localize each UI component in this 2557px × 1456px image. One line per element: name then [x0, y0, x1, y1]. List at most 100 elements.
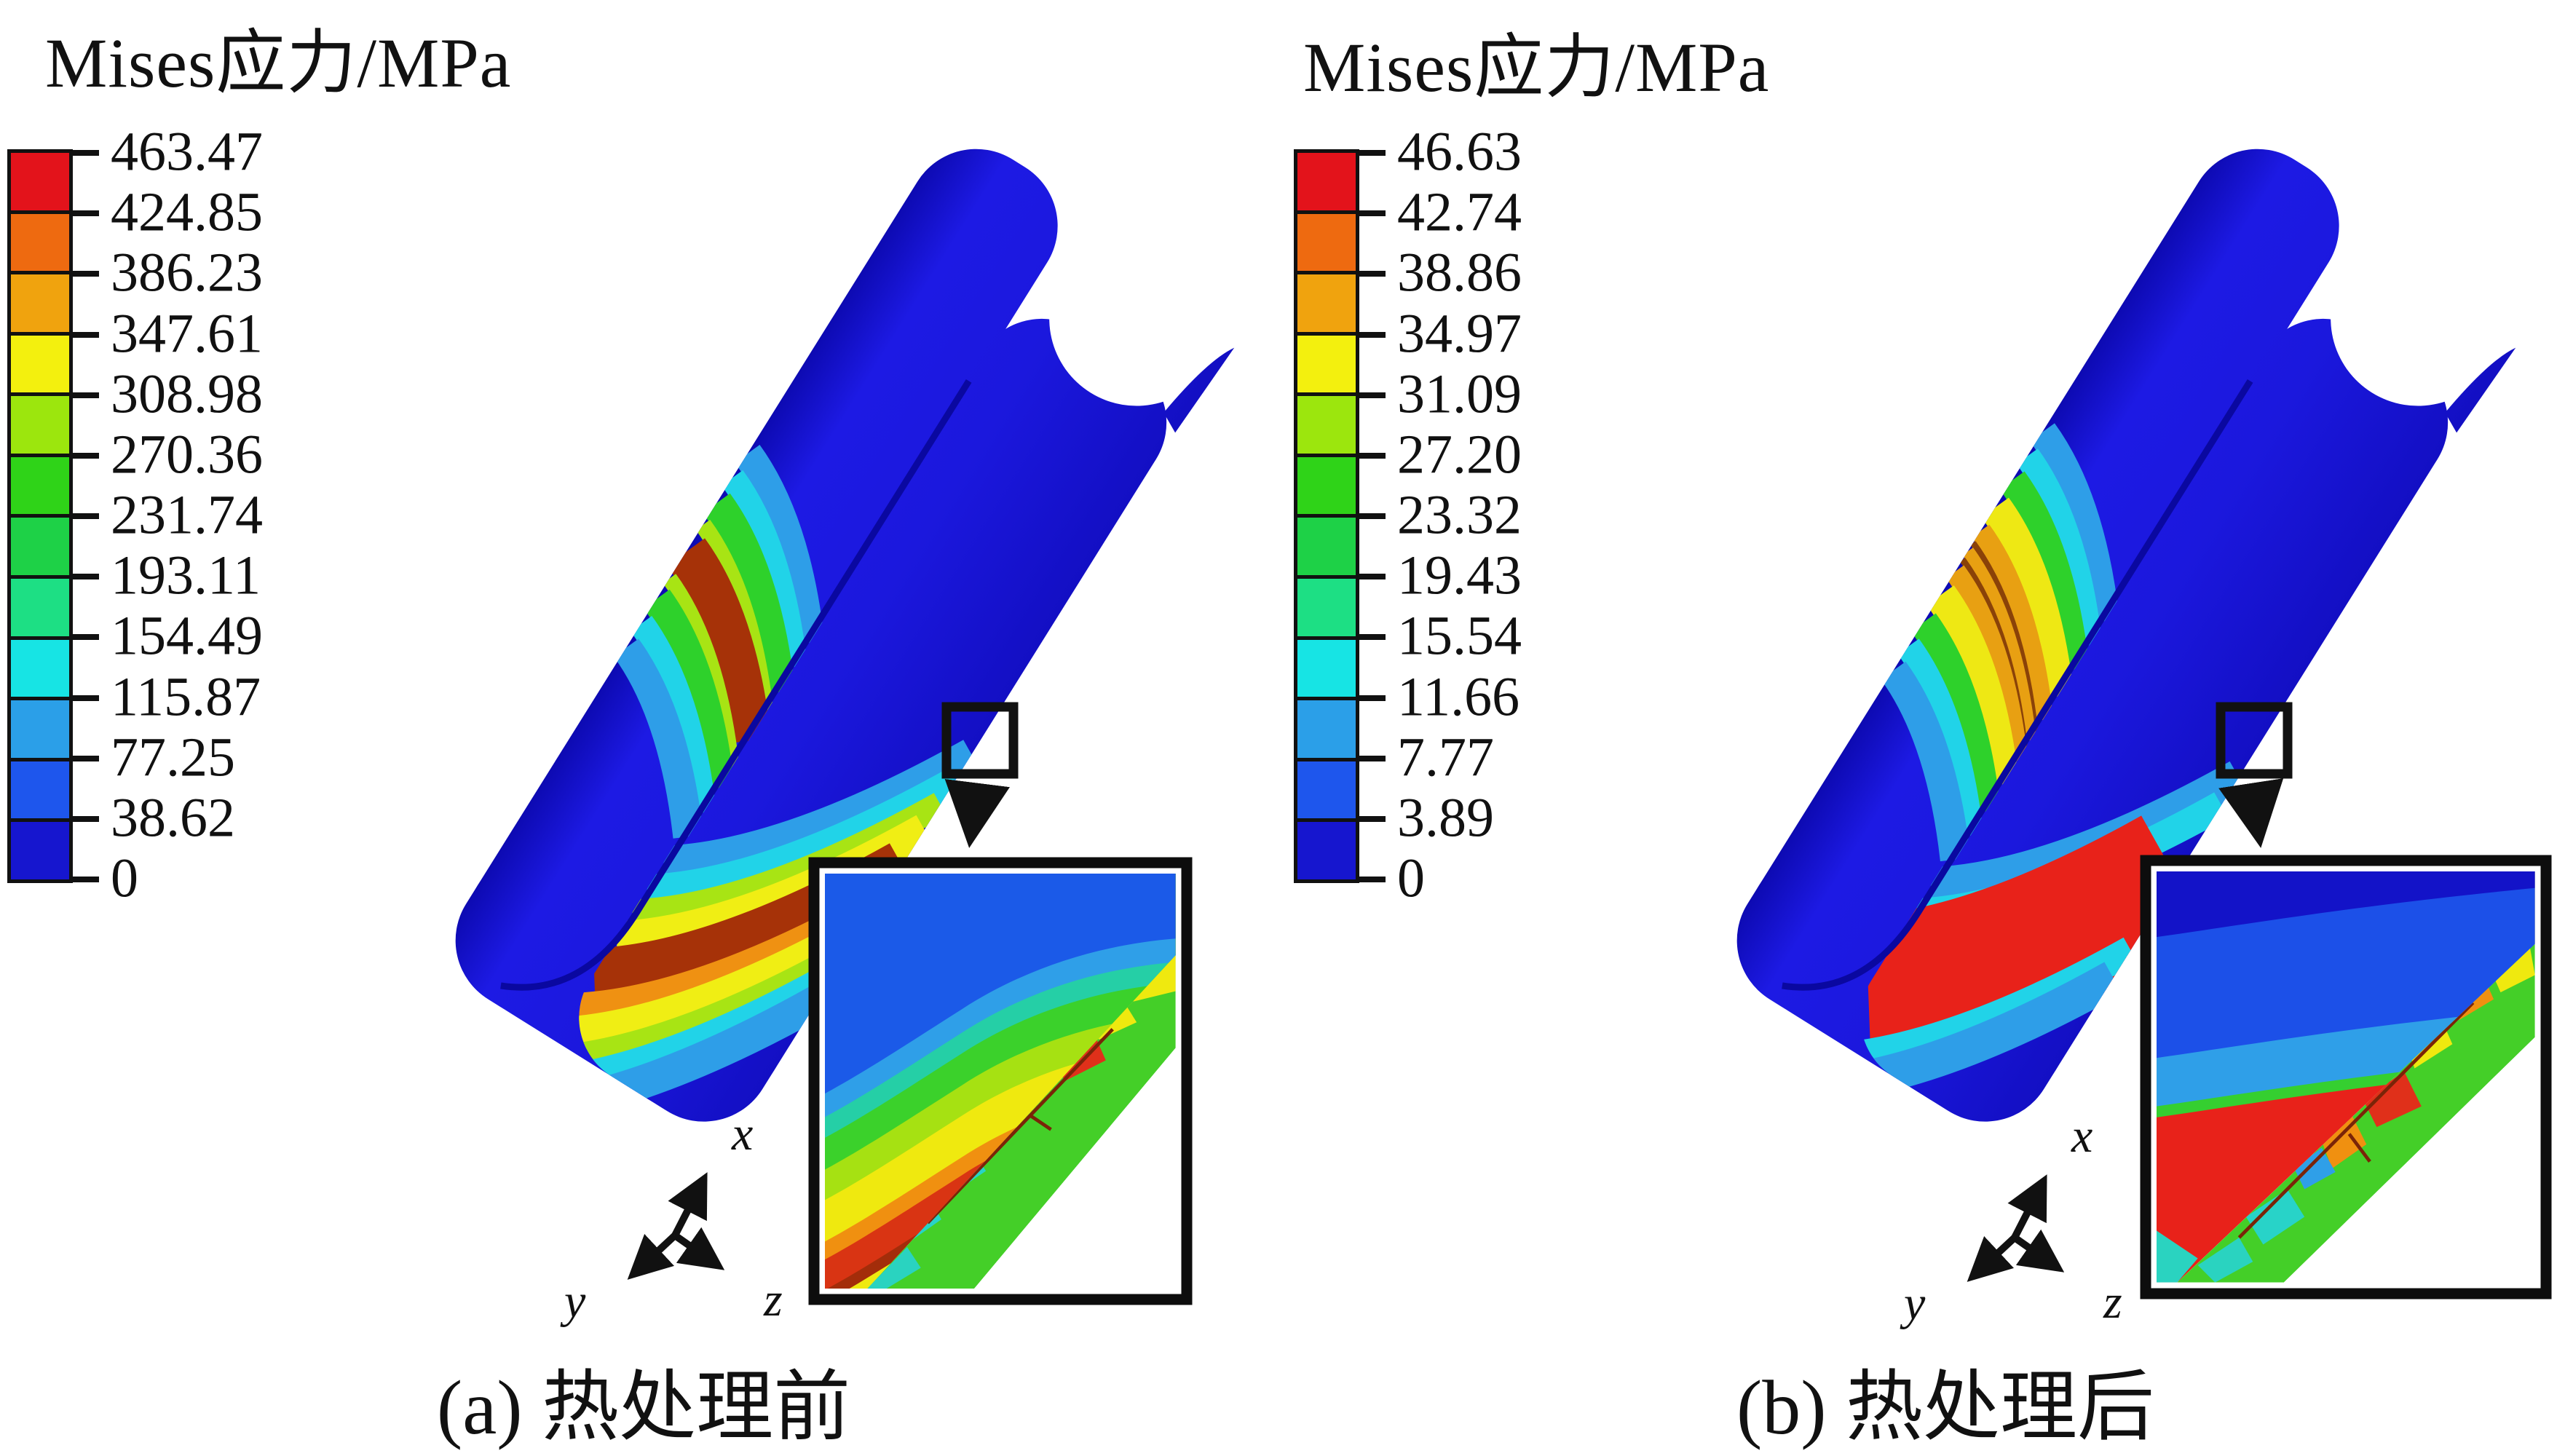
tick-value: 42.74 [1397, 181, 1522, 243]
colorbar-swatch [11, 335, 69, 393]
tick-mark [71, 755, 99, 761]
x-axis-label: x [731, 1107, 753, 1160]
weld-stress-band-b-inner [1881, 423, 2120, 862]
colorbar-swatch [1297, 700, 1356, 758]
colorbar-swatch [11, 822, 69, 879]
colorbar-swatch [11, 456, 69, 515]
caption-panel-b: (b) 热处理后 [1736, 1365, 2155, 1450]
tick-mark [71, 271, 99, 277]
weld-detail-inset-a [808, 857, 1193, 1305]
tick-value: 27.20 [1397, 424, 1522, 486]
colorbar-swatch [11, 213, 69, 272]
y-axis-arrow [627, 1233, 678, 1280]
colorbar-swatch [1297, 335, 1356, 393]
colorbar-title-a: Mises应力/MPa [45, 24, 512, 102]
z-axis-label: z [2103, 1275, 2122, 1329]
tick-value: 46.63 [1397, 121, 1522, 183]
tick-mark [1358, 513, 1386, 519]
colorbar-swatch [1297, 456, 1356, 515]
y-axis-label: y [1900, 1277, 1926, 1330]
tick-value: 154.49 [111, 605, 263, 667]
tick-value: 0 [1397, 847, 1425, 909]
colorbar-title-b: Mises应力/MPa [1303, 28, 1770, 106]
colorbar-swatch [1297, 822, 1356, 879]
x-axis-arrow [668, 1172, 708, 1238]
zoom-region-box-a [941, 702, 1019, 779]
stress-colorbar-a: 463.47 424.85 386.23 347.61 308.98 270.36 231.… [7, 124, 320, 906]
tick-mark [71, 877, 99, 882]
pipe-a-end-notch [1049, 231, 1225, 406]
inset-b-cutaway-void [2283, 1037, 2535, 1283]
tick-value: 424.85 [111, 181, 263, 243]
colorbar-swatch [1297, 213, 1356, 272]
colorbar-swatch [11, 518, 69, 576]
colorbar-swatch [11, 639, 69, 697]
tick-value: 38.62 [111, 787, 235, 849]
tick-mark [1358, 755, 1386, 761]
colorbar-swatch [11, 153, 69, 210]
tick-mark [1358, 392, 1386, 398]
colorbar-gradient-b [1294, 149, 1359, 883]
tick-mark [1358, 210, 1386, 217]
pipe-model-a [455, 149, 1235, 1126]
tick-mark [1358, 331, 1386, 338]
tick-value: 308.98 [111, 363, 263, 425]
tick-value: 23.32 [1397, 484, 1522, 546]
tick-mark [71, 150, 99, 156]
inset-a-stress-bands [825, 874, 1176, 1289]
x-axis-arrow [2007, 1174, 2047, 1240]
zoom-region-box-b [2216, 702, 2293, 779]
y-axis-label: y [560, 1275, 586, 1328]
tick-value: 19.43 [1397, 545, 1522, 606]
colorbar-swatch [1297, 396, 1356, 454]
tick-mark [71, 513, 99, 519]
tick-value: 31.09 [1397, 363, 1522, 425]
tick-mark [71, 210, 99, 217]
inset-a-content [825, 874, 1176, 1289]
axis-triad-a: x y z [560, 1107, 783, 1328]
colorbar-swatch [1297, 639, 1356, 697]
tick-mark [71, 634, 99, 641]
x-axis-label: x [2071, 1109, 2092, 1163]
weld-stress-band-a-inner [613, 445, 825, 839]
pipe-b-notch-spike [2445, 347, 2516, 433]
stress-colorbar-b: 46.63 42.74 38.86 34.97 31.09 27.20 23.32 19.43… [1294, 124, 1607, 906]
tick-value: 77.25 [111, 727, 235, 788]
inset-b-corner-patch [2157, 1230, 2198, 1283]
z-axis-arrow [673, 1227, 725, 1270]
tick-mark [1358, 150, 1386, 156]
pipe-a-inner-crease [500, 379, 972, 991]
tick-mark [1358, 452, 1386, 459]
tick-mark [71, 815, 99, 822]
axis-triad-b: x y z [1900, 1109, 2122, 1330]
tick-value: 270.36 [111, 424, 263, 486]
colorbar-swatch [11, 761, 69, 819]
colorbar-ticks-a: 463.47 424.85 386.23 347.61 308.98 270.36 231.… [7, 124, 320, 906]
tick-value: 386.23 [111, 242, 263, 304]
colorbar-swatch [1297, 274, 1356, 332]
colorbar-swatch [11, 700, 69, 758]
tick-mark [1358, 271, 1386, 277]
tick-mark [71, 452, 99, 459]
pipe-b-inner-crease [1782, 379, 2253, 991]
tick-mark [71, 695, 99, 701]
tick-mark [1358, 574, 1386, 580]
tick-value: 3.89 [1397, 787, 1494, 849]
tick-value: 38.86 [1397, 242, 1522, 304]
pipe-model-b [1736, 149, 2516, 1122]
tick-value: 231.74 [111, 484, 263, 546]
colorbar-swatch [1297, 518, 1356, 576]
tick-value: 347.61 [111, 302, 263, 364]
colorbar-gradient-a [7, 149, 73, 883]
tick-value: 115.87 [111, 665, 261, 727]
pipe-b-end-notch [2331, 231, 2506, 406]
tick-mark [1358, 695, 1386, 701]
inset-b-content [2157, 871, 2535, 1283]
inset-b-frame-edge [2140, 855, 2552, 1299]
y-axis-arrow [1967, 1235, 2017, 1282]
tick-value: 193.11 [111, 545, 261, 606]
z-axis-label: z [763, 1273, 783, 1326]
tick-value: 34.97 [1397, 302, 1522, 364]
